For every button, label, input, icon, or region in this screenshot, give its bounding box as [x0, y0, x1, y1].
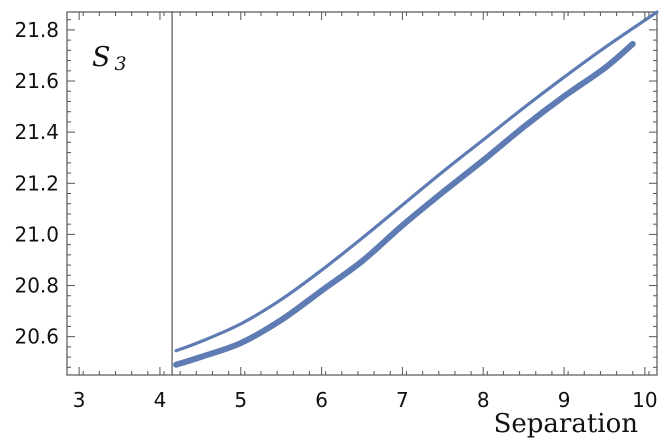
series-line-2 [173, 40, 636, 368]
x-axis-title: Separation [494, 409, 639, 439]
x-tick-label: 9 [558, 388, 571, 412]
series-name-subscript: 3 [115, 53, 127, 75]
y-tick-label: 21.0 [14, 222, 59, 246]
y-axis: 20.6 20.8 21.0 21.2 21.4 21.6 21.8 [14, 18, 657, 368]
series-name-main: S [92, 42, 111, 73]
x-tick-label: 3 [73, 388, 86, 412]
plot-frame [66, 11, 658, 376]
y-tick-label: 21.2 [14, 171, 59, 195]
y-tick-label: 20.6 [14, 325, 59, 349]
x-tick-label: 4 [154, 388, 167, 412]
y-tick-label: 20.8 [14, 274, 59, 298]
x-tick-label: 5 [234, 388, 247, 412]
x-tick-label: 10 [632, 388, 657, 412]
x-tick-label: 6 [315, 388, 328, 412]
plot-border [66, 11, 658, 376]
series-layer [173, 10, 659, 368]
y-tick-label: 21.4 [14, 120, 59, 144]
series-line-1 [174, 10, 659, 353]
x-tick-label: 7 [396, 388, 409, 412]
y-tick-label: 21.8 [14, 18, 59, 42]
x-axis: 3 4 5 6 7 8 9 10 [66, 12, 658, 412]
x-tick-label: 8 [477, 388, 490, 412]
y-tick-label: 21.6 [14, 69, 59, 93]
